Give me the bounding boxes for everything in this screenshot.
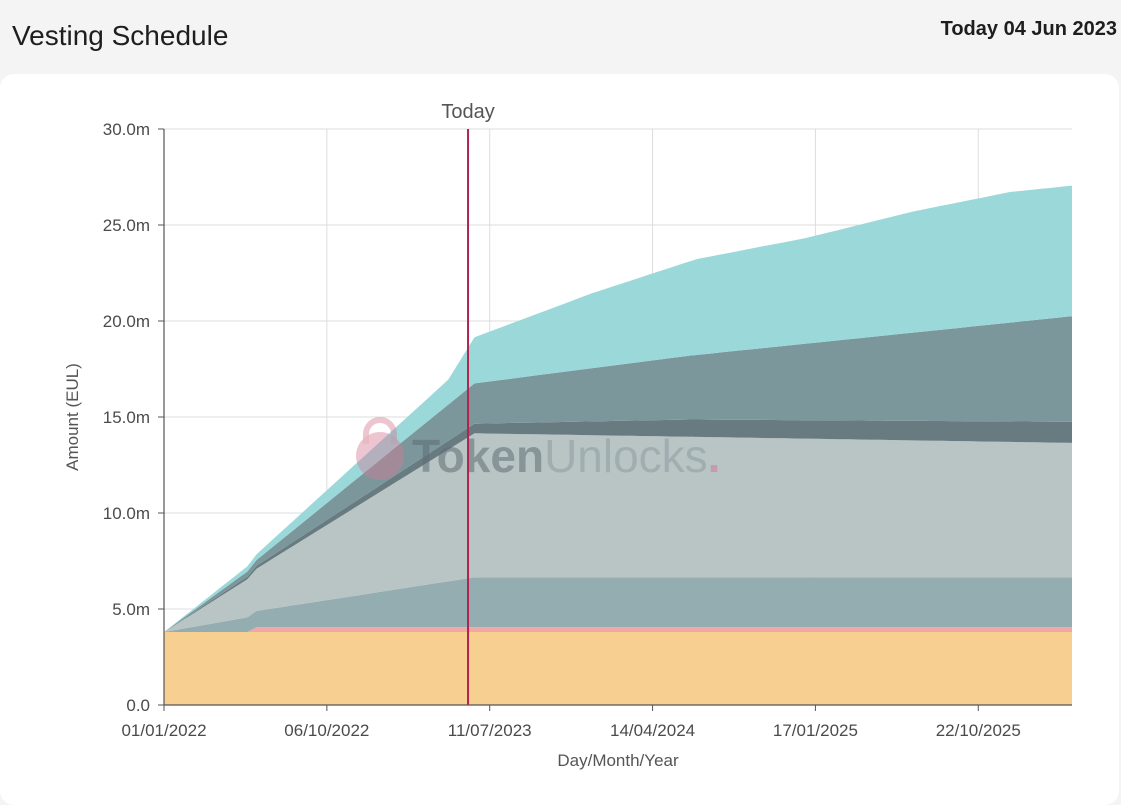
x-tick-label: 22/10/2025: [936, 721, 1021, 740]
x-tick-label: 06/10/2022: [284, 721, 369, 740]
area-series-4: [164, 419, 1072, 632]
area-series-5: [164, 316, 1072, 632]
y-tick-label: 15.0m: [103, 408, 150, 427]
y-tick-label: 10.0m: [103, 504, 150, 523]
watermark-brand-bold: Token: [412, 430, 544, 482]
axis-labels: 0.0 5.0m 10.0m 15.0m 20.0m 25.0m 30.0m 01/01/20…: [63, 120, 1021, 770]
y-axis-title: Amount (EUL): [63, 363, 82, 471]
x-tick-label: 17/01/2025: [773, 721, 858, 740]
page-title: Vesting Schedule: [12, 20, 229, 51]
area-series-0: [164, 632, 1072, 705]
x-tick-label: 01/01/2022: [121, 721, 206, 740]
area-series-6: [164, 185, 1072, 632]
y-tick-label: 5.0m: [112, 600, 150, 619]
y-tick-label: 20.0m: [103, 312, 150, 331]
watermark-brand-dot: .: [708, 430, 721, 482]
x-tick-label: 11/07/2023: [448, 721, 532, 740]
y-tick-label: 25.0m: [103, 216, 150, 235]
watermark-lock-icon: [363, 417, 397, 444]
area-series-3: [164, 433, 1072, 632]
watermark: TokenUnlocks.: [356, 417, 720, 482]
today-marker: Today: [441, 101, 495, 705]
x-tick-label: 14/04/2024: [610, 721, 695, 740]
stacked-areas: [164, 185, 1072, 705]
today-marker-label: Today: [441, 101, 494, 123]
watermark-logo-icon: [356, 432, 404, 480]
area-series-2: [164, 577, 1072, 632]
area-series-1: [164, 627, 1072, 632]
today-date-label: Today 04 Jun 2023: [940, 18, 1117, 40]
axes: [158, 128, 1072, 711]
y-tick-label: 30.0m: [103, 120, 150, 139]
x-axis-title: Day/Month/Year: [557, 751, 679, 770]
svg-text:TokenUnlocks.: TokenUnlocks.: [412, 430, 720, 482]
watermark-brand-light: Unlocks: [544, 430, 708, 482]
y-tick-label: 0.0: [126, 696, 150, 715]
